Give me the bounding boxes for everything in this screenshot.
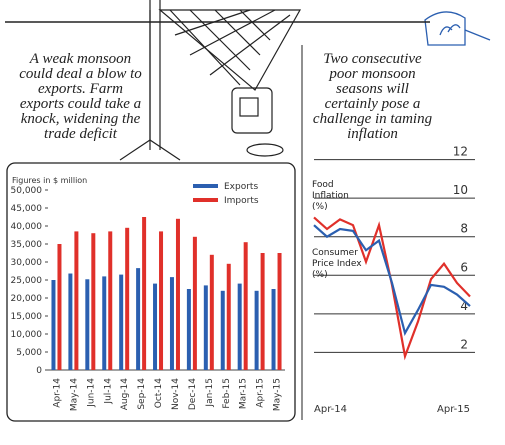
x-tick-label: Jun-14 bbox=[86, 378, 96, 408]
bar bbox=[169, 277, 174, 370]
y-tick-label: 8 bbox=[460, 222, 468, 236]
y-tick-label: 6 bbox=[460, 260, 468, 274]
bar bbox=[85, 279, 90, 370]
y-tick-label: 5,000 bbox=[16, 348, 42, 358]
y-tick-label: 2 bbox=[460, 337, 468, 351]
crane-sketch bbox=[119, 0, 302, 161]
x-tick-label: Apr-14 bbox=[52, 378, 62, 408]
bar bbox=[209, 254, 214, 370]
bar bbox=[153, 283, 158, 370]
legend-label: Exports bbox=[224, 182, 258, 192]
y-tick-label: 10,000 bbox=[11, 330, 43, 340]
bar bbox=[226, 263, 231, 370]
bar bbox=[91, 233, 96, 370]
y-tick-label: 12 bbox=[453, 145, 468, 159]
bar bbox=[125, 227, 130, 370]
x-tick-label: May-15 bbox=[273, 378, 283, 411]
bar bbox=[51, 280, 56, 370]
bar bbox=[74, 231, 79, 370]
caption: A weak monsoon could deal a blow to expo… bbox=[19, 51, 142, 142]
bar bbox=[220, 290, 225, 370]
bar bbox=[237, 283, 242, 370]
y-tick-label: 45,000 bbox=[11, 204, 43, 214]
x-tick-label: Apr-15 bbox=[437, 404, 470, 415]
chart-frame bbox=[6, 162, 296, 422]
series-label: Consumer Price Index (%) bbox=[312, 248, 362, 280]
bar bbox=[108, 231, 113, 370]
x-tick-label: Jan-15 bbox=[205, 378, 215, 408]
x-tick-label: Jul-14 bbox=[103, 378, 113, 405]
x-tick-label: Nov-14 bbox=[171, 378, 181, 410]
legend-label: Imports bbox=[224, 196, 259, 206]
y-tick-label: 10 bbox=[453, 183, 468, 197]
series-label: Food Inflation (%) bbox=[312, 180, 349, 212]
y-tick-label: 30,000 bbox=[11, 258, 43, 268]
y-tick-label: 0 bbox=[36, 366, 42, 376]
x-tick-label: Apr-14 bbox=[314, 404, 347, 415]
y-tick-label: 25,000 bbox=[11, 276, 43, 286]
bar bbox=[243, 242, 248, 370]
y-tick-label: 15,000 bbox=[11, 312, 43, 322]
bar bbox=[159, 231, 164, 370]
bar bbox=[142, 217, 147, 370]
x-tick-label: Oct-14 bbox=[154, 378, 164, 409]
x-tick-label: Dec-14 bbox=[188, 378, 198, 410]
watering-can-icon bbox=[424, 11, 491, 46]
bar bbox=[192, 236, 197, 370]
y-tick-label: 35,000 bbox=[11, 240, 43, 250]
bar bbox=[102, 276, 107, 370]
bar bbox=[277, 253, 282, 370]
bar bbox=[57, 244, 62, 370]
x-tick-label: Sep-14 bbox=[137, 378, 147, 410]
x-tick-label: Apr-15 bbox=[256, 378, 266, 408]
bar bbox=[119, 274, 124, 370]
x-tick-label: May-14 bbox=[69, 378, 79, 411]
bar bbox=[271, 289, 276, 370]
line bbox=[313, 224, 471, 337]
bar bbox=[260, 253, 265, 370]
bar bbox=[186, 289, 191, 370]
y-tick-label: 4 bbox=[460, 299, 468, 313]
bar bbox=[68, 273, 73, 370]
x-tick-label: Feb-15 bbox=[222, 378, 232, 409]
bar bbox=[254, 290, 259, 370]
bar bbox=[175, 218, 180, 370]
x-tick-label: Aug-14 bbox=[120, 378, 130, 411]
bar bbox=[136, 268, 141, 370]
y-tick-label: 50,000 bbox=[11, 186, 43, 196]
x-tick-label: Mar-15 bbox=[239, 378, 249, 409]
y-axis-title: Figures in $ million bbox=[12, 176, 87, 185]
y-tick-label: 40,000 bbox=[11, 222, 43, 232]
y-tick-label: 20,000 bbox=[11, 294, 43, 304]
caption: Two consecutive poor monsoon seasons wil… bbox=[312, 51, 433, 142]
bar bbox=[203, 285, 208, 370]
